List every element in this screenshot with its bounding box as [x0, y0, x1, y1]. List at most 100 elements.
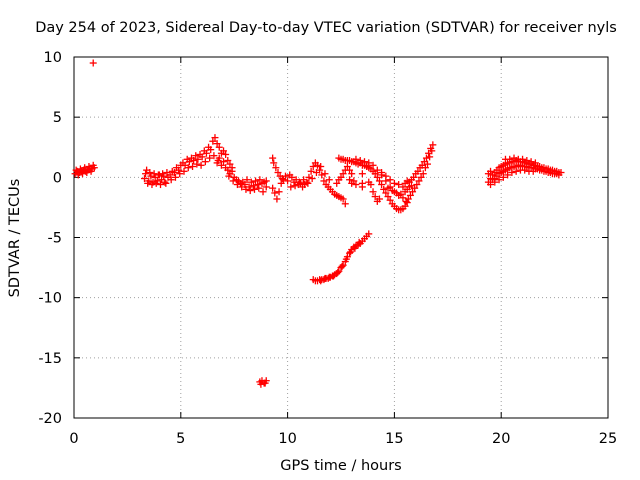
- data-point: [83, 169, 91, 177]
- data-point: [321, 170, 329, 178]
- y-tick-label: -20: [38, 411, 62, 427]
- data-point: [491, 178, 499, 186]
- data-point: [269, 154, 277, 162]
- data-point: [242, 185, 250, 193]
- data-point: [250, 185, 258, 193]
- data-point: [307, 167, 315, 175]
- data-point: [295, 178, 303, 186]
- data-point: [213, 159, 221, 167]
- data-point: [279, 176, 287, 184]
- data-point: [89, 59, 97, 67]
- data-point: [419, 170, 427, 178]
- x-tick-label: 10: [278, 431, 296, 447]
- data-point: [278, 175, 286, 183]
- data-point: [371, 193, 379, 201]
- data-point: [184, 164, 192, 172]
- data-point: [487, 167, 495, 175]
- data-point: [325, 176, 333, 184]
- data-point: [291, 182, 299, 190]
- data-point: [269, 184, 277, 192]
- data-point: [259, 188, 267, 196]
- data-point: [410, 173, 418, 181]
- data-point: [499, 173, 507, 181]
- data-point: [171, 173, 179, 181]
- data-point: [170, 169, 178, 177]
- data-point: [166, 171, 174, 179]
- data-point: [146, 169, 154, 177]
- data-point: [252, 177, 260, 185]
- data-point: [321, 274, 329, 282]
- data-point: [426, 153, 434, 161]
- data-point: [202, 149, 210, 157]
- data-point: [288, 173, 296, 181]
- data-point: [417, 173, 425, 181]
- data-point: [343, 163, 351, 171]
- data-point: [304, 179, 312, 187]
- data-point: [222, 150, 230, 158]
- data-point: [229, 177, 237, 185]
- data-point: [393, 189, 401, 197]
- data-point: [365, 159, 373, 167]
- data-point: [384, 184, 392, 192]
- data-point: [72, 166, 80, 174]
- data-point: [175, 166, 183, 174]
- plot-frame: [73, 56, 609, 419]
- data-point: [255, 184, 263, 192]
- data-point: [317, 163, 325, 171]
- data-point: [399, 194, 407, 202]
- data-point: [225, 172, 233, 180]
- y-tick-label: 5: [53, 110, 62, 126]
- data-point: [411, 184, 419, 192]
- data-point: [428, 147, 436, 155]
- data-point: [249, 182, 257, 190]
- data-point: [422, 154, 430, 162]
- data-point: [395, 181, 403, 189]
- data-point: [337, 264, 345, 272]
- data-point: [318, 171, 326, 179]
- data-point: [150, 170, 158, 178]
- data-point: [228, 164, 236, 172]
- data-point: [334, 268, 342, 276]
- data-point: [238, 183, 246, 191]
- data-point: [254, 181, 262, 189]
- data-point: [272, 164, 280, 172]
- data-point: [325, 273, 333, 281]
- data-point: [89, 161, 97, 169]
- data-point: [375, 177, 383, 185]
- data-point: [257, 380, 265, 388]
- data-point: [213, 140, 221, 148]
- data-point: [390, 179, 398, 187]
- data-point: [273, 195, 281, 203]
- y-tick-label: 10: [44, 50, 62, 66]
- chart-title: Day 254 of 2023, Sidereal Day-to-day VTE…: [35, 20, 617, 36]
- x-axis-label: GPS time / hours: [280, 458, 401, 474]
- data-point: [348, 170, 356, 178]
- x-tick-label: 5: [176, 431, 185, 447]
- data-point: [320, 177, 328, 185]
- data-point: [81, 164, 89, 172]
- data-point: [148, 181, 156, 189]
- data-point: [193, 160, 201, 168]
- data-point: [140, 175, 148, 183]
- data-point: [346, 166, 354, 174]
- data-point: [350, 177, 358, 185]
- data-point: [192, 152, 200, 160]
- data-point: [217, 161, 225, 169]
- data-point: [397, 190, 405, 198]
- data-point: [338, 262, 346, 270]
- data-point: [275, 188, 283, 196]
- data-point: [305, 173, 313, 181]
- data-point: [527, 158, 535, 166]
- data-point: [382, 172, 390, 180]
- data-point: [197, 161, 205, 169]
- data-point: [207, 146, 215, 154]
- data-point: [371, 170, 379, 178]
- data-point: [144, 179, 152, 187]
- data-point: [211, 134, 219, 142]
- data-point: [512, 167, 520, 175]
- data-point: [555, 171, 563, 179]
- data-point: [414, 167, 422, 175]
- data-point: [209, 137, 217, 145]
- data-point: [262, 177, 270, 185]
